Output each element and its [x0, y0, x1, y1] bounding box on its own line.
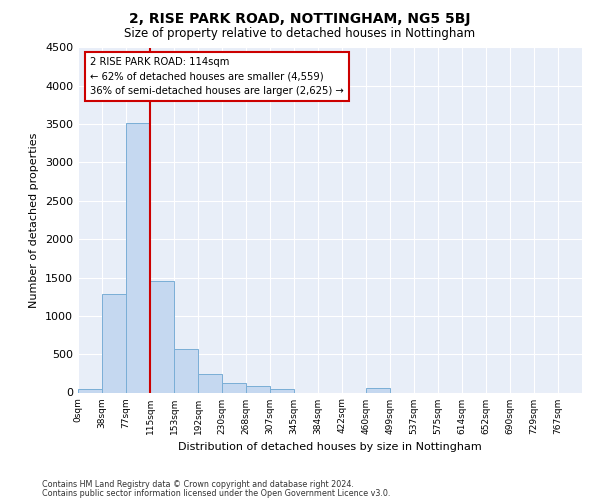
Bar [150, 280, 174, 392]
Bar [270, 388, 294, 392]
Text: Size of property relative to detached houses in Nottingham: Size of property relative to detached ho… [124, 28, 476, 40]
Bar [102, 294, 126, 392]
Text: Contains HM Land Registry data © Crown copyright and database right 2024.: Contains HM Land Registry data © Crown c… [42, 480, 354, 489]
Bar [78, 389, 102, 392]
Bar [246, 386, 270, 392]
Text: 2 RISE PARK ROAD: 114sqm
← 62% of detached houses are smaller (4,559)
36% of sem: 2 RISE PARK ROAD: 114sqm ← 62% of detach… [90, 56, 344, 96]
Bar [174, 349, 198, 393]
Text: 2, RISE PARK ROAD, NOTTINGHAM, NG5 5BJ: 2, RISE PARK ROAD, NOTTINGHAM, NG5 5BJ [129, 12, 471, 26]
Bar [366, 388, 390, 392]
Y-axis label: Number of detached properties: Number of detached properties [29, 132, 40, 308]
Bar [222, 383, 246, 392]
X-axis label: Distribution of detached houses by size in Nottingham: Distribution of detached houses by size … [178, 442, 482, 452]
Text: Contains public sector information licensed under the Open Government Licence v3: Contains public sector information licen… [42, 489, 391, 498]
Bar [198, 374, 222, 392]
Bar [126, 124, 150, 392]
